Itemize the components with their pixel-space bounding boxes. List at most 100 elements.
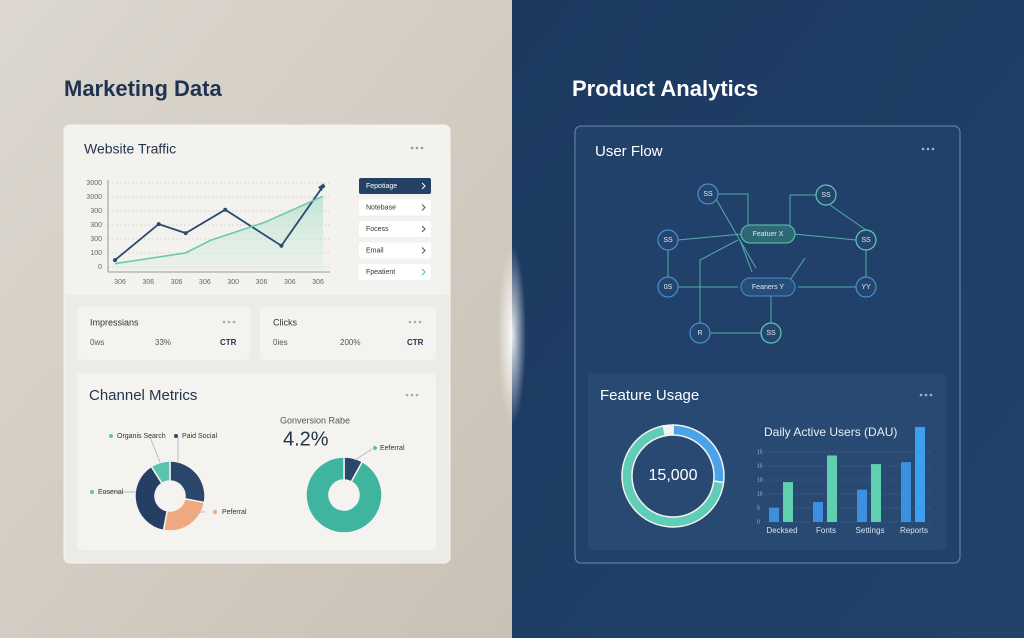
menu-dot[interactable] (413, 320, 417, 324)
list-label: Email (366, 247, 384, 254)
flow-node[interactable] (760, 322, 782, 344)
list-label: Notebase (366, 204, 396, 211)
right-title: Product Analytics (572, 76, 758, 101)
legend-label: Organis Search (117, 433, 166, 440)
list-item[interactable] (359, 199, 431, 216)
leader (149, 436, 161, 463)
flow-node[interactable] (657, 229, 679, 251)
legend-label: Eosenal (98, 489, 124, 496)
y-label: 300 (90, 236, 102, 243)
flow-label: SS (663, 237, 673, 244)
menu-dot[interactable] (405, 393, 409, 397)
y-label: 10 (757, 491, 763, 497)
flow-node[interactable] (740, 224, 796, 244)
list-label: Focess (366, 226, 389, 233)
chevron (421, 225, 426, 233)
y-label: 10 (757, 477, 763, 483)
bar (783, 482, 793, 522)
point (113, 258, 117, 263)
menu-dot[interactable] (410, 146, 414, 150)
conversion-label: Gonversion Rabe (280, 415, 350, 425)
y-label: 0 (757, 519, 760, 525)
x-label: 300 (227, 279, 239, 286)
channel-card (77, 373, 436, 550)
list-item[interactable] (359, 221, 431, 237)
flow-node[interactable] (657, 276, 679, 298)
donut-segment (662, 424, 674, 437)
y-label: 3000 (86, 180, 102, 187)
legend-dot (373, 446, 377, 450)
x-label: 306 (312, 279, 324, 286)
chevron (421, 247, 426, 254)
flow-node[interactable] (689, 322, 711, 344)
arrow-head (318, 183, 324, 192)
legend-label: Paid Social (182, 433, 217, 440)
chevron (421, 182, 426, 190)
bar (857, 489, 867, 522)
x-label: Settings (856, 526, 885, 535)
menu-dot[interactable] (931, 147, 935, 151)
flow-edge (677, 233, 743, 241)
menu-dot[interactable] (222, 320, 226, 324)
flow-node[interactable] (855, 229, 877, 251)
flow-node[interactable] (815, 184, 837, 206)
menu-dot[interactable] (420, 146, 424, 150)
y-label: 100 (90, 250, 102, 257)
menu-dot[interactable] (418, 320, 422, 324)
legend-dot (213, 510, 217, 514)
donut-segment (134, 465, 169, 532)
bar (915, 427, 925, 522)
menu-dot[interactable] (926, 147, 930, 151)
flow-edge (793, 233, 857, 241)
dau-title: Daily Active Users (DAU) (764, 425, 897, 439)
card-title: User Flow (595, 143, 663, 160)
bar (769, 507, 779, 522)
legend-label: Peferral (222, 509, 247, 516)
list-item[interactable] (359, 242, 431, 259)
menu-dot[interactable] (232, 320, 236, 324)
stat-c: CTR (407, 338, 424, 347)
stat-title: Impressians (90, 317, 139, 327)
list-label: Fpeatient (366, 269, 395, 276)
stat-b: 33% (155, 338, 171, 347)
flow-node[interactable] (697, 183, 719, 205)
flow-label: 0S (664, 284, 673, 291)
point (156, 222, 161, 227)
stat-card (77, 307, 250, 360)
flow-label: Featuer X (753, 231, 784, 238)
list-item[interactable] (359, 178, 431, 194)
flow-node[interactable] (855, 276, 877, 298)
card-title: Channel Metrics (89, 387, 197, 404)
menu-dot[interactable] (415, 146, 419, 150)
point (279, 243, 284, 248)
bar (827, 455, 837, 522)
leader (354, 448, 373, 461)
flow-label: SS (821, 192, 831, 199)
flow-label: SS (703, 191, 713, 198)
legend-dot (109, 434, 113, 438)
menu-dot[interactable] (924, 393, 928, 397)
stat-a: 0ws (90, 338, 104, 347)
menu-dot[interactable] (408, 320, 412, 324)
card-title: Website Traffic (84, 141, 176, 157)
menu-dot[interactable] (921, 147, 925, 151)
menu-dot[interactable] (410, 393, 414, 397)
flow-node[interactable] (740, 277, 796, 297)
menu-dot[interactable] (415, 393, 419, 397)
stat-c: CTR (220, 338, 237, 347)
list-item[interactable] (359, 264, 431, 280)
menu-dot[interactable] (227, 320, 231, 324)
flow-edge (829, 204, 867, 231)
menu-dot[interactable] (929, 393, 933, 397)
conversion-value: 4.2% (283, 428, 329, 450)
flow-edge (699, 239, 739, 323)
flow-label: Feaners Y (752, 284, 784, 291)
x-label: Fonts (816, 526, 836, 535)
chevron (421, 268, 426, 276)
stat-title: Clicks (273, 317, 297, 327)
x-label: Reports (900, 526, 928, 535)
x-label: 306 (256, 279, 268, 286)
stat-a: 0ies (273, 338, 288, 347)
x-label: 306 (199, 279, 211, 286)
menu-dot[interactable] (919, 393, 923, 397)
